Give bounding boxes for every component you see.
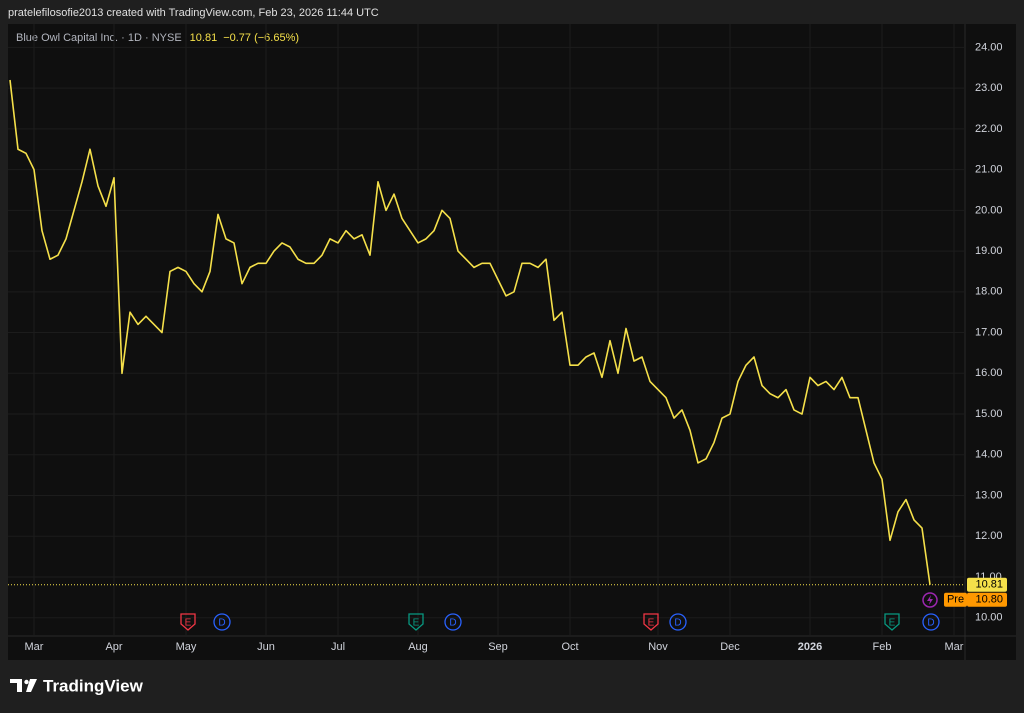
- event-label: E: [889, 618, 896, 629]
- y-tick-label: 18.00: [975, 286, 1003, 298]
- pre-label: Pre: [947, 594, 964, 606]
- logo-mark: [26, 679, 37, 692]
- x-tick-label: Oct: [561, 641, 578, 653]
- chart-title: Blue Owl Capital Inc. · 1D · NYSE: [16, 32, 182, 44]
- y-tick-label: 13.00: [975, 489, 1003, 501]
- header-price: 10.81: [190, 32, 218, 44]
- x-tick-label: Apr: [105, 641, 122, 653]
- event-label: E: [185, 618, 192, 629]
- y-tick-label: 16.00: [975, 367, 1003, 379]
- y-tick-label: 24.00: [975, 41, 1003, 53]
- x-tick-label: May: [176, 641, 197, 653]
- x-tick-label: Nov: [648, 641, 668, 653]
- x-tick-label: Jun: [257, 641, 275, 653]
- event-label: D: [927, 618, 934, 629]
- dividend-marker: [922, 613, 940, 631]
- y-tick-label: 20.00: [975, 204, 1003, 216]
- brand: TradingView: [43, 676, 144, 695]
- y-tick-label: 15.00: [975, 408, 1003, 420]
- x-tick-label: Jul: [331, 641, 345, 653]
- dividend-marker: [444, 613, 462, 631]
- y-tick-label: 19.00: [975, 245, 1003, 257]
- y-tick-label: 14.00: [975, 449, 1003, 461]
- event-label: D: [218, 618, 225, 629]
- legend: Blue Owl Capital Inc. · 1D · NYSE 10.81 …: [16, 32, 299, 44]
- pre-price-tag: [967, 592, 1007, 607]
- price-line: [9, 79, 931, 585]
- x-tick-label: Feb: [873, 641, 892, 653]
- event-label: D: [674, 618, 681, 629]
- x-tick-label: Dec: [720, 641, 740, 653]
- x-tick-label: Mar: [945, 641, 964, 653]
- earnings-marker: [643, 613, 659, 631]
- pre-price-label: 10.80: [975, 594, 1003, 606]
- chart-pane: [8, 24, 1016, 660]
- y-tick-label: 22.00: [975, 123, 1003, 135]
- credit: pratelefilosofie2013 created with Tradin…: [8, 7, 379, 19]
- y-tick-label: 23.00: [975, 82, 1003, 94]
- grid: [8, 24, 965, 636]
- y-tick-label: 12.00: [975, 530, 1003, 542]
- x-tick-label: Mar: [25, 641, 44, 653]
- price-tag: [967, 577, 1007, 592]
- y-tick-label: 21.00: [975, 164, 1003, 176]
- alert-icon: [922, 592, 938, 608]
- x-tick-label: 2026: [798, 641, 822, 653]
- pre-label-tag: [944, 592, 967, 607]
- logo-mark: [10, 679, 22, 692]
- earnings-marker: [180, 613, 196, 631]
- event-label: D: [449, 618, 456, 629]
- y-tick-label: 10.00: [975, 612, 1003, 624]
- alert-bolt: [927, 595, 933, 605]
- logo-dot: [24, 679, 29, 685]
- x-tick-label: Sep: [488, 641, 508, 653]
- dividend-marker: [213, 613, 231, 631]
- header-change: −0.77 (−6.65%): [223, 32, 299, 44]
- price-tag-label: 10.81: [975, 579, 1003, 591]
- earnings-marker: [408, 613, 424, 631]
- earnings-marker: [884, 613, 900, 631]
- y-tick-label: 17.00: [975, 326, 1003, 338]
- dividend-marker: [669, 613, 687, 631]
- event-label: E: [648, 618, 655, 629]
- event-label: E: [413, 618, 420, 629]
- brand-logo: TradingView: [10, 676, 144, 695]
- x-tick-label: Aug: [408, 641, 428, 653]
